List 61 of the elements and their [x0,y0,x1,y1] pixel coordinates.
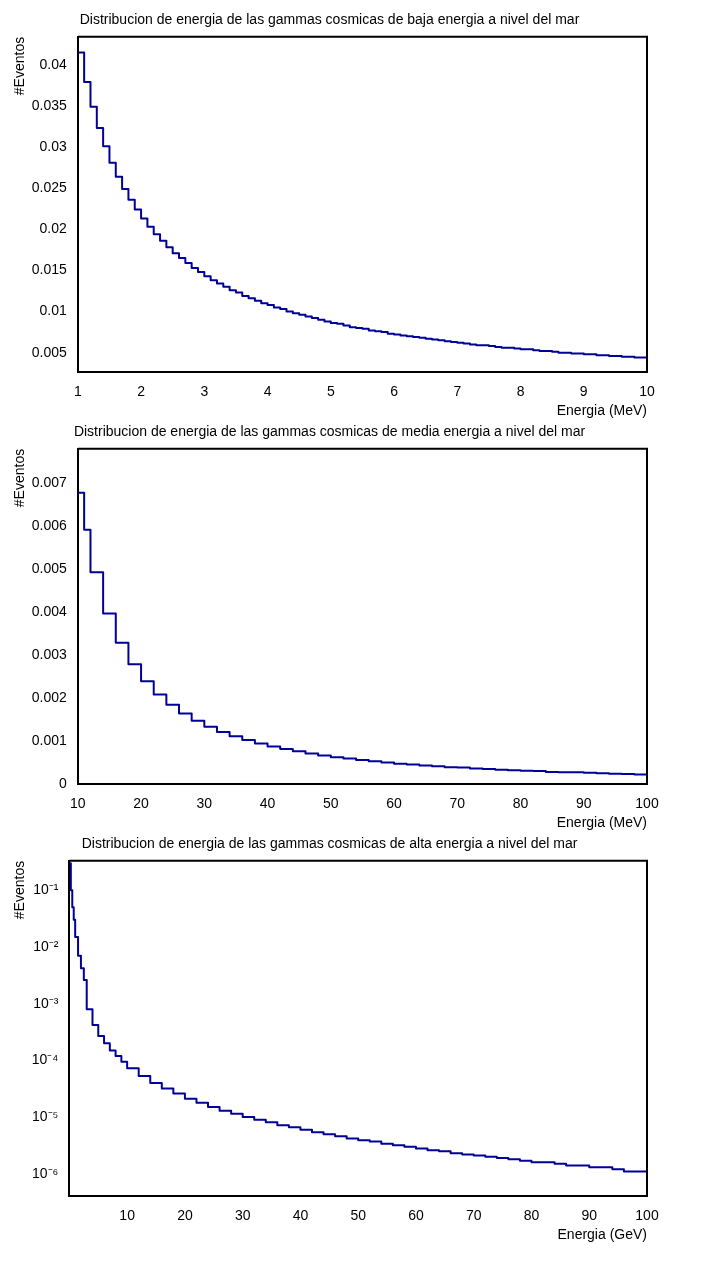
y-tick-label: 0.003 [31,646,68,663]
y-tick-label: 10⁻² [33,937,59,954]
x-tick-label: 8 [516,382,525,399]
x-tick-label: 10 [119,1206,136,1223]
x-axis-title: Energia (GeV) [557,1226,647,1243]
x-tick-label: 100 [635,794,659,811]
x-tick-label: 10 [639,382,655,399]
y-tick-label: 0.03 [39,137,68,154]
x-tick-label: 90 [575,794,592,811]
x-tick-label: 70 [449,794,466,811]
x-tick-label: 9 [579,382,588,399]
x-tick-label: 10 [70,794,86,811]
x-tick-label: 40 [259,794,276,811]
y-tick-label: 0 [59,775,68,792]
y-tick-label: 10⁻⁴ [31,1051,59,1068]
y-tick-label: 10⁻³ [33,994,59,1011]
y-tick-label: 0.04 [39,55,68,72]
chart-title: Distribucion de energia de las gammas cosmicas de alta energia a nivel del mar [81,835,578,852]
x-tick-label: 20 [133,794,150,811]
x-tick-label: 30 [196,794,213,811]
y-tick-label: 0.02 [39,220,68,237]
x-tick-label: 30 [234,1206,251,1223]
y-tick-label: 0.004 [31,603,68,620]
y-tick-label: 0.005 [31,343,68,360]
y-axis-title: #Eventos [11,448,28,508]
x-axis-title: Energia (MeV) [556,814,647,831]
x-tick-label: 2 [137,382,146,399]
x-tick-label: 50 [350,1206,367,1223]
x-tick-label: 5 [326,382,335,399]
chart-title: Distribucion de energia de las gammas cosmicas de media energia a nivel del mar [73,423,586,440]
x-tick-label: 40 [292,1206,309,1223]
x-tick-label: 90 [581,1206,598,1223]
chart-title: Distribucion de energia de las gammas cosmicas de baja energia a nivel del mar [79,11,580,28]
y-tick-label: 0.01 [39,302,68,319]
x-tick-label: 7 [453,382,462,399]
y-tick-label: 0.025 [31,179,68,196]
y-tick-label: 0.001 [31,732,68,749]
x-tick-label: 80 [523,1206,540,1223]
x-tick-label: 60 [386,794,403,811]
y-tick-label: 0.015 [31,261,68,278]
x-tick-label: 80 [512,794,529,811]
x-tick-label: 70 [465,1206,482,1223]
x-tick-label: 50 [323,794,339,811]
y-axis-title: #Eventos [11,36,28,96]
x-tick-label: 4 [263,382,272,399]
y-tick-label: 0.035 [31,96,68,113]
y-tick-label: 10⁻¹ [33,881,59,898]
x-tick-label: 3 [200,382,209,399]
x-tick-label: 1 [73,382,82,399]
y-axis-title: #Eventos [11,860,28,920]
y-tick-label: 0.006 [31,517,68,534]
y-tick-label: 10⁻⁶ [32,1164,59,1181]
y-tick-label: 0.007 [31,474,68,491]
x-tick-label: 60 [408,1206,424,1223]
y-tick-label: 10⁻⁵ [32,1107,59,1124]
y-tick-label: 0.005 [31,560,68,577]
x-tick-label: 100 [635,1206,659,1223]
x-tick-label: 6 [390,382,399,399]
x-axis-title: Energia (MeV) [556,402,647,419]
x-tick-label: 20 [177,1206,193,1223]
y-tick-label: 0.002 [31,689,68,706]
